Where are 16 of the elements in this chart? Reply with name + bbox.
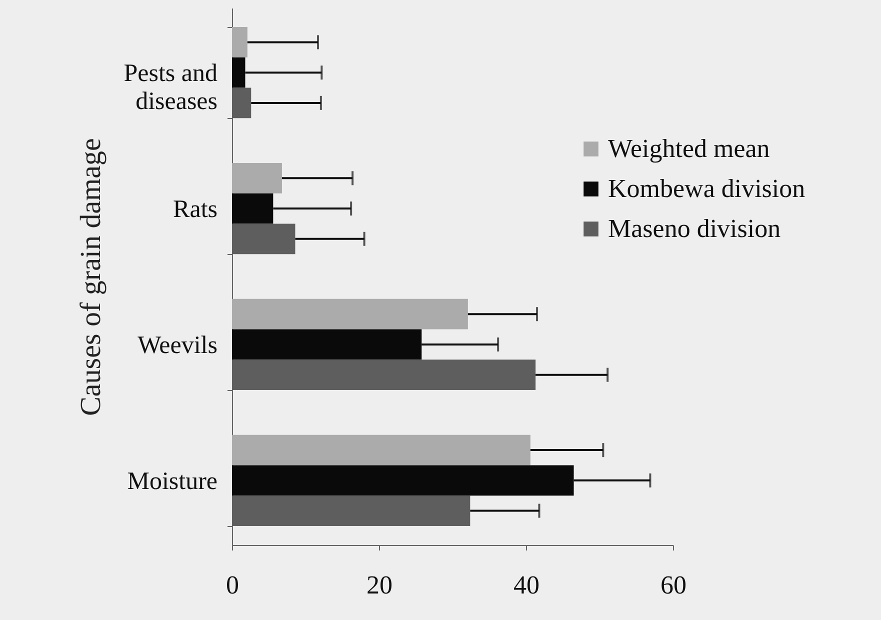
bar — [232, 27, 248, 58]
legend-label: Weighted mean — [608, 134, 770, 163]
bar — [232, 298, 468, 330]
legend-label: Maseno division — [608, 214, 781, 243]
y-tick-label: Rats — [173, 196, 218, 224]
y-tick-label: Pests and diseases — [124, 60, 218, 116]
bar — [232, 162, 282, 194]
bar — [232, 434, 530, 466]
y-tick-label: Weevils — [138, 332, 218, 359]
y-axis-title: Causes of grain damage — [74, 138, 107, 416]
x-tick-label: 40 — [514, 570, 540, 600]
x-tick-label: 60 — [660, 570, 686, 600]
x-tick-label: 20 — [366, 570, 392, 600]
legend-label: Kombewa division — [608, 174, 806, 203]
x-tick-label: 0 — [226, 570, 239, 600]
y-tick-label: Moisture — [127, 468, 218, 495]
